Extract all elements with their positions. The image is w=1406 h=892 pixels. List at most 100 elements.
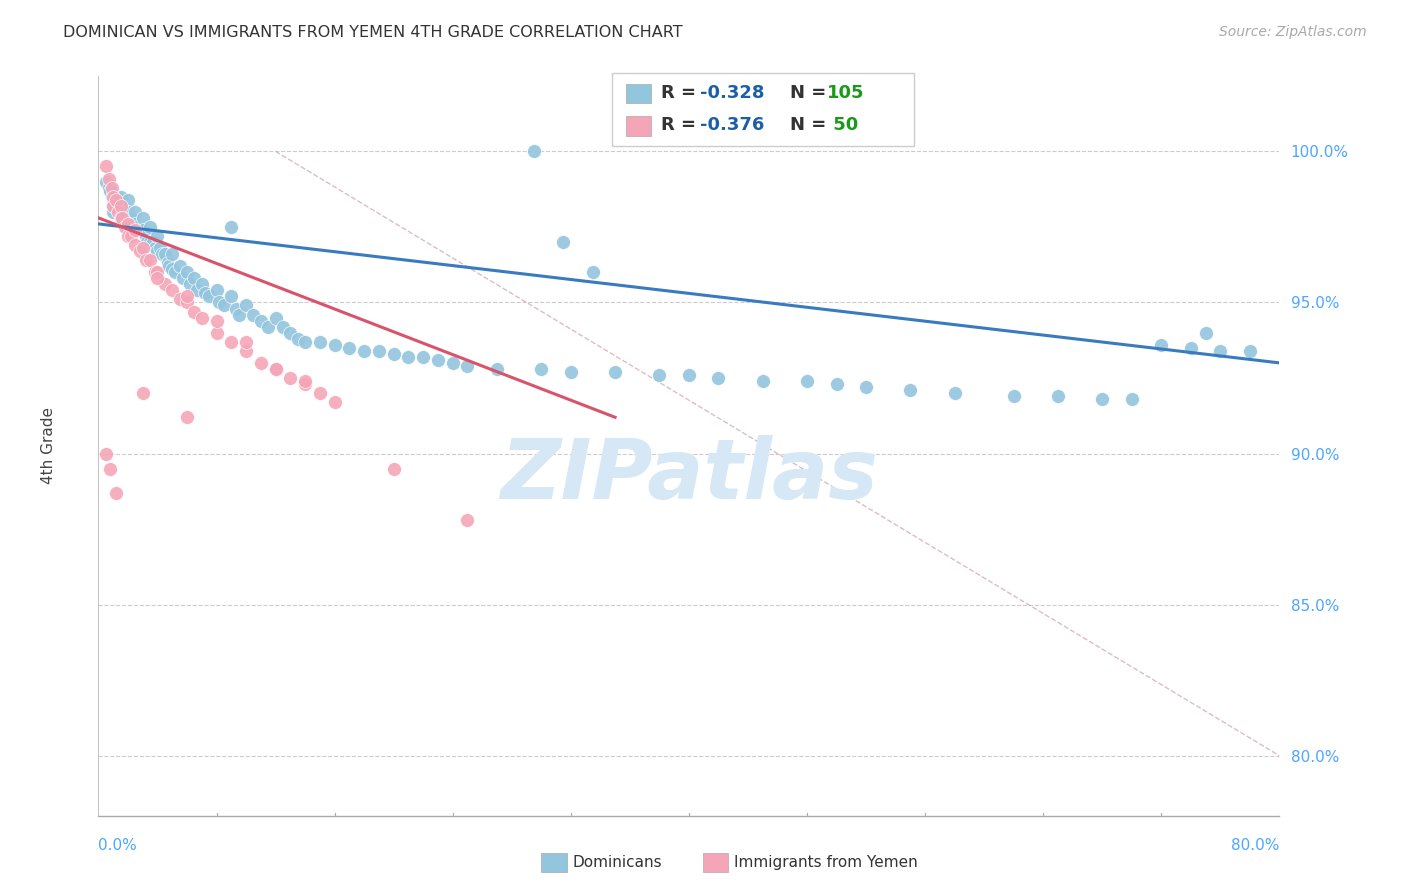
Point bbox=[111, 211, 134, 225]
Point bbox=[132, 211, 155, 225]
Point bbox=[157, 259, 180, 273]
Point bbox=[150, 247, 173, 261]
Point bbox=[124, 204, 146, 219]
Point bbox=[752, 374, 775, 388]
Point bbox=[457, 359, 479, 373]
Point bbox=[198, 289, 221, 303]
Point bbox=[169, 293, 191, 307]
Point bbox=[1150, 338, 1173, 352]
Point bbox=[107, 204, 129, 219]
Point bbox=[146, 265, 169, 279]
Point bbox=[294, 334, 316, 349]
Point bbox=[221, 219, 243, 234]
Point bbox=[179, 277, 201, 292]
Point bbox=[149, 241, 172, 255]
Point bbox=[221, 334, 243, 349]
Point bbox=[139, 219, 162, 234]
Point bbox=[280, 326, 302, 340]
Text: DOMINICAN VS IMMIGRANTS FROM YEMEN 4TH GRADE CORRELATION CHART: DOMINICAN VS IMMIGRANTS FROM YEMEN 4TH G… bbox=[63, 25, 683, 40]
Point bbox=[105, 190, 128, 204]
Point bbox=[107, 195, 129, 210]
Point bbox=[796, 374, 818, 388]
Text: -0.328: -0.328 bbox=[700, 84, 765, 102]
Point bbox=[398, 350, 420, 364]
Point bbox=[353, 343, 375, 358]
Point bbox=[165, 265, 187, 279]
Point bbox=[146, 271, 169, 285]
Point bbox=[97, 180, 120, 194]
Text: 0.0%: 0.0% bbox=[98, 838, 138, 854]
Point bbox=[523, 145, 546, 159]
Point bbox=[1091, 392, 1114, 406]
Point bbox=[212, 298, 235, 312]
Point bbox=[176, 289, 198, 303]
Point bbox=[208, 295, 231, 310]
Point bbox=[191, 277, 214, 292]
Point bbox=[294, 374, 316, 388]
Point bbox=[103, 199, 125, 213]
Point bbox=[264, 362, 287, 376]
Point bbox=[309, 386, 332, 401]
Point bbox=[153, 277, 176, 292]
Point bbox=[117, 204, 139, 219]
Point bbox=[323, 338, 346, 352]
Point bbox=[132, 241, 155, 255]
Point bbox=[1180, 341, 1202, 355]
Point bbox=[117, 229, 139, 244]
Point bbox=[117, 193, 139, 207]
Point bbox=[132, 223, 155, 237]
Point bbox=[143, 241, 166, 255]
Point bbox=[191, 310, 214, 325]
Point bbox=[135, 229, 157, 244]
Point bbox=[1239, 343, 1261, 358]
Point bbox=[294, 377, 316, 392]
Point bbox=[162, 247, 183, 261]
Point bbox=[94, 175, 117, 189]
Point bbox=[194, 286, 217, 301]
Point bbox=[457, 513, 479, 527]
Point bbox=[120, 211, 142, 225]
Point bbox=[582, 265, 605, 279]
Point bbox=[105, 193, 128, 207]
Point bbox=[900, 383, 922, 397]
Text: R =: R = bbox=[661, 116, 702, 134]
Point bbox=[205, 326, 228, 340]
Point bbox=[110, 211, 132, 225]
Point bbox=[94, 446, 117, 460]
Point bbox=[112, 211, 135, 225]
Point bbox=[169, 259, 191, 273]
Point bbox=[98, 184, 121, 198]
Point bbox=[825, 377, 848, 392]
Point bbox=[115, 219, 138, 234]
Point bbox=[162, 262, 183, 277]
Point bbox=[98, 461, 121, 475]
Point bbox=[97, 171, 120, 186]
Text: N =: N = bbox=[790, 84, 832, 102]
Point bbox=[103, 190, 125, 204]
Point bbox=[110, 190, 132, 204]
Text: 80.0%: 80.0% bbox=[1232, 838, 1279, 854]
Point bbox=[235, 334, 257, 349]
Point bbox=[139, 253, 162, 268]
Point bbox=[139, 235, 162, 249]
Point bbox=[146, 244, 169, 258]
Text: R =: R = bbox=[661, 84, 702, 102]
Point bbox=[146, 229, 169, 244]
Point bbox=[205, 313, 228, 327]
Text: Immigrants from Yemen: Immigrants from Yemen bbox=[734, 855, 918, 870]
Text: 105: 105 bbox=[827, 84, 865, 102]
Point bbox=[205, 284, 228, 298]
Point bbox=[105, 486, 128, 500]
Point bbox=[486, 362, 509, 376]
Point bbox=[553, 235, 575, 249]
Point bbox=[264, 310, 287, 325]
Point bbox=[114, 219, 136, 234]
Text: 4th Grade: 4th Grade bbox=[41, 408, 56, 484]
Point bbox=[162, 284, 183, 298]
Point bbox=[412, 350, 434, 364]
Point bbox=[339, 341, 361, 355]
Point bbox=[103, 199, 125, 213]
Point bbox=[153, 247, 176, 261]
Point bbox=[183, 304, 205, 318]
Point bbox=[186, 284, 208, 298]
